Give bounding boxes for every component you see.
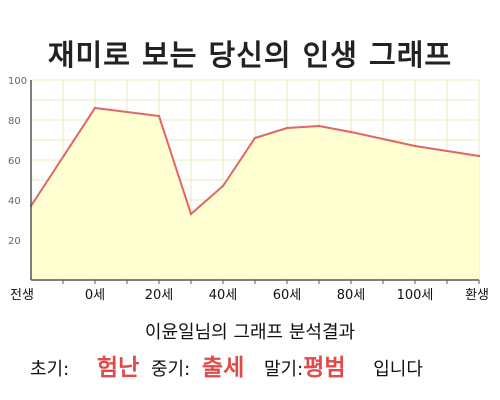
x-tick-label: 40세	[209, 288, 238, 303]
data-point	[413, 144, 417, 148]
data-point	[477, 154, 481, 158]
data-point	[157, 114, 161, 118]
result-heading: 이윤일님의 그래프 분석결과	[144, 322, 356, 343]
x-tick-label: 전생	[10, 288, 34, 303]
y-tick-label: 20	[8, 236, 21, 247]
data-point	[317, 124, 321, 128]
x-tick-label: 20세	[145, 288, 174, 303]
data-point	[253, 136, 257, 140]
y-tick-label: 40	[8, 196, 21, 207]
early-value: 험난	[96, 355, 140, 381]
x-tick-label: 환생	[465, 288, 489, 303]
y-tick-label: 80	[8, 116, 21, 127]
result-summary: 초기: 험난 중기: 출세 말기:평범 입니다	[30, 348, 490, 382]
data-point	[189, 212, 193, 216]
mid-label: 중기:	[150, 359, 191, 380]
x-tick-label: 0세	[85, 288, 105, 303]
chart-area-layer	[29, 106, 481, 280]
area-fill	[31, 108, 479, 280]
y-axis-ticks: 20 40 60 80 100	[8, 76, 27, 247]
data-point	[93, 106, 97, 110]
chart-axes	[30, 80, 480, 284]
x-tick-label: 100세	[397, 288, 434, 303]
early-label: 초기:	[30, 359, 70, 380]
data-point	[221, 184, 225, 188]
data-point	[285, 126, 289, 130]
late-label: 말기:	[263, 359, 304, 380]
x-tick-label: 60세	[273, 288, 302, 303]
page-title: 재미로 보는 당신의 인생 그래프	[47, 38, 453, 72]
x-tick-label: 80세	[337, 288, 366, 303]
x-axis-ticks: 전생 0세 20세 40세 60세 80세 100세 환생	[10, 288, 489, 303]
late-value: 평범	[303, 355, 346, 381]
result-suffix: 입니다	[373, 359, 423, 380]
y-tick-label: 100	[8, 76, 27, 87]
data-point	[349, 130, 353, 134]
mid-value: 출세	[201, 355, 245, 381]
y-tick-label: 60	[8, 156, 21, 167]
